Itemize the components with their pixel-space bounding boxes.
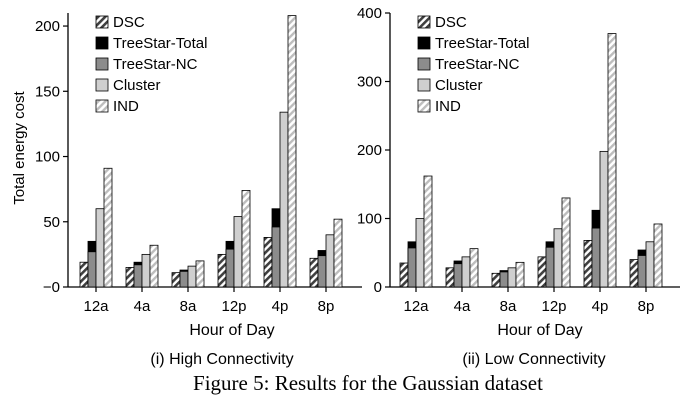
bar-dsc-4a <box>445 267 455 288</box>
chart-panel-high-connectivity: Total energy cost −0 50 100 150 200 12a 4a 8a 12… <box>11 13 362 368</box>
legend-swatch-ind <box>95 99 109 113</box>
bar-ind-12a <box>103 167 113 288</box>
y-tick-label: 400 <box>357 5 382 22</box>
legend-swatch-treestar-total <box>95 36 109 50</box>
y-tick-label: 100 <box>357 211 382 228</box>
bar-ind-4a <box>149 244 159 288</box>
bar-ind-8a <box>515 261 525 288</box>
x-tick-label: 12p <box>541 298 566 315</box>
panel-subtitle: (ii) Low Connectivity <box>462 351 605 368</box>
legend-swatch-treestar-nc <box>95 57 109 71</box>
bar-cluster-12a <box>95 208 105 288</box>
bar-ind-12p <box>241 190 251 288</box>
bar-dsc-4p <box>263 237 273 288</box>
x-axis-label: Hour of Day <box>189 322 274 339</box>
bar-ind-4a <box>469 248 479 288</box>
legend-swatch-treestar-nc <box>417 57 431 71</box>
bar-treestar-nc-8p <box>637 255 647 288</box>
legend-label-ind: IND <box>113 98 139 115</box>
x-tick-label: 4p <box>592 298 609 315</box>
bar-treestar-nc-8a <box>179 270 189 288</box>
bar-cluster-8p <box>645 241 655 288</box>
bar-dsc-8p <box>629 259 639 288</box>
x-tick-label: 4a <box>454 298 471 315</box>
bar-dsc-12a <box>79 261 89 288</box>
legend-swatch-cluster <box>417 78 431 92</box>
bar-treestar-nc-4a <box>453 263 463 288</box>
legend-swatch-treestar-total <box>417 36 431 50</box>
legend-label-cluster: Cluster <box>435 77 483 94</box>
bar-cluster-4p <box>279 111 289 288</box>
legend-swatch-cluster <box>95 78 109 92</box>
bar-cluster-12p <box>233 216 243 288</box>
panel-subtitle: (i) High Connectivity <box>150 351 293 368</box>
bar-ind-12p <box>561 197 571 288</box>
y-tick-label: 300 <box>357 74 382 91</box>
bar-treestar-nc-12p <box>545 246 555 288</box>
y-tick-label: 50 <box>43 214 60 231</box>
bar-cluster-8a <box>187 265 197 288</box>
bar-ind-8p <box>333 218 343 288</box>
bar-ind-4p <box>287 15 297 288</box>
bar-treestar-nc-12a <box>407 247 417 288</box>
bar-dsc-4p <box>583 240 593 288</box>
x-tick-label: 8p <box>638 298 655 315</box>
bar-dsc-4a <box>125 267 135 288</box>
bar-dsc-8a <box>491 272 501 288</box>
legend-label-ind: IND <box>435 98 461 115</box>
chart-panel-low-connectivity: 0 100 200 300 400 12a 4a 8a 12p 4p 8p DSC TreeStar-… <box>357 5 680 368</box>
legend-label-cluster: Cluster <box>113 77 161 94</box>
x-tick-label: 4a <box>134 298 151 315</box>
y-tick-label: −0 <box>43 279 60 296</box>
legend-swatch-dsc <box>417 15 431 29</box>
bar-cluster-4a <box>141 253 151 288</box>
bar-dsc-12a <box>399 262 409 288</box>
legend-label-dsc: DSC <box>113 14 145 31</box>
bar-treestar-nc-4p <box>271 226 281 288</box>
bar-treestar-nc-4a <box>133 264 143 288</box>
y-axis-label: Total energy cost <box>11 90 28 204</box>
legend-label-treestar-nc: TreeStar-NC <box>113 56 198 73</box>
bar-ind-12a <box>423 175 433 288</box>
bar-ind-4p <box>607 33 617 288</box>
bar-dsc-12p <box>537 256 547 288</box>
legend-swatch-dsc <box>95 15 109 29</box>
bar-cluster-12a <box>415 218 425 288</box>
bar-cluster-4p <box>599 150 609 288</box>
x-tick-label: 12p <box>221 298 246 315</box>
bar-cluster-12p <box>553 228 563 288</box>
legend-swatch-ind <box>417 99 431 113</box>
y-tick-label: 200 <box>35 18 60 35</box>
bar-cluster-8p <box>325 234 335 288</box>
x-tick-label: 8p <box>318 298 335 315</box>
bar-treestar-nc-8p <box>317 255 327 288</box>
x-tick-label: 12a <box>83 298 109 315</box>
y-tick-label: 100 <box>35 149 60 166</box>
bar-dsc-8p <box>309 257 319 288</box>
figure-caption: Figure 5: Results for the Gaussian datas… <box>193 371 543 395</box>
bar-cluster-8a <box>507 267 517 288</box>
bar-cluster-4a <box>461 256 471 288</box>
y-tick-label: 150 <box>35 83 60 100</box>
legend-label-dsc: DSC <box>435 14 467 31</box>
legend-label-treestar-total: TreeStar-Total <box>435 35 529 52</box>
x-tick-label: 4p <box>272 298 289 315</box>
bar-ind-8p <box>653 223 663 288</box>
bar-dsc-12p <box>217 253 227 288</box>
x-tick-label: 12a <box>403 298 429 315</box>
bar-ind-8a <box>195 260 205 288</box>
bar-treestar-nc-12a <box>87 251 97 288</box>
x-tick-label: 8a <box>180 298 197 315</box>
bar-dsc-8a <box>171 272 181 288</box>
bar-treestar-nc-12p <box>225 248 235 288</box>
y-tick-label: 200 <box>357 142 382 159</box>
bar-treestar-nc-8a <box>499 271 509 288</box>
y-tick-label: 0 <box>374 279 382 296</box>
legend-label-treestar-total: TreeStar-Total <box>113 35 207 52</box>
x-tick-label: 8a <box>500 298 517 315</box>
bar-treestar-nc-4p <box>591 227 601 288</box>
x-axis-label: Hour of Day <box>497 322 582 339</box>
legend-label-treestar-nc: TreeStar-NC <box>435 56 520 73</box>
